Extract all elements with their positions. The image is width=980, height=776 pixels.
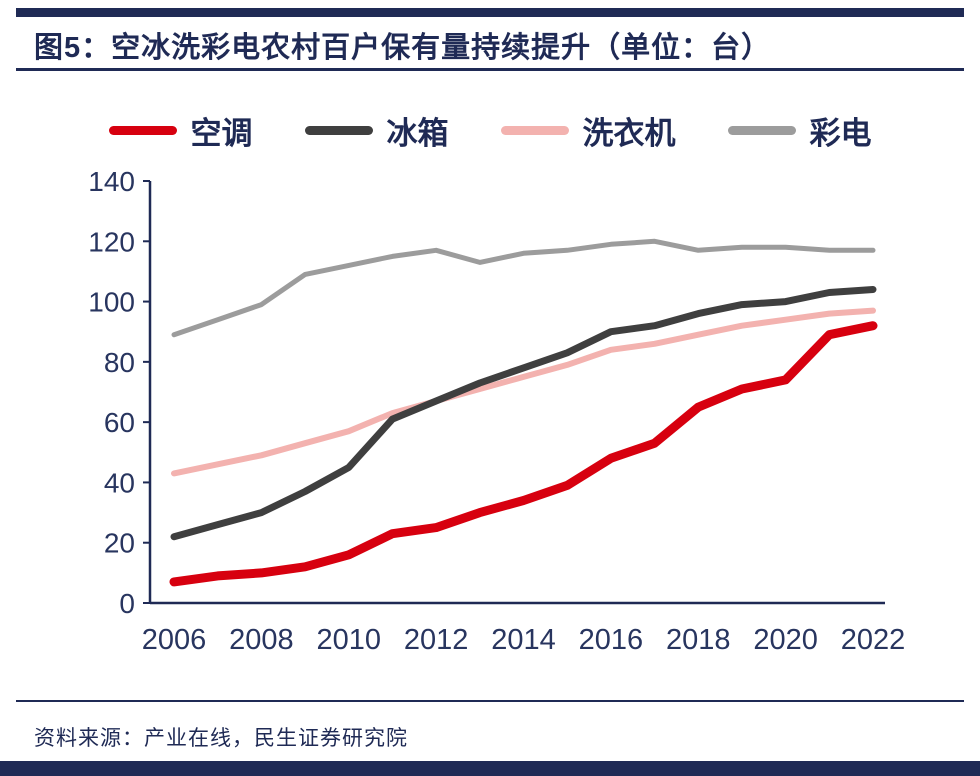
series-line-1 — [170, 286, 877, 541]
y-tick-label: 140 — [88, 166, 135, 197]
y-tick-label: 40 — [104, 467, 135, 498]
chart-area: 0 20 40 60 80 100 120 140 2006 2008 2010 2012 2014 20… — [55, 163, 935, 688]
top-accent-bar — [16, 8, 964, 17]
series-line-3 — [171, 238, 876, 338]
legend-swatch-refrigerator — [304, 126, 373, 135]
series-line-0 — [169, 321, 878, 587]
legend-swatch-color-tv — [727, 126, 796, 135]
chart-legend: 空调 冰箱 洗衣机 彩电 — [0, 108, 980, 153]
source-text: 资料来源：产业在线，民生证券研究院 — [34, 727, 408, 750]
y-tick-label: 80 — [104, 347, 135, 378]
legend-label-washing-machine: 洗衣机 — [582, 116, 676, 151]
bottom-accent-bar — [0, 761, 980, 776]
y-tick-label: 60 — [104, 407, 135, 438]
y-tick-label: 20 — [104, 528, 135, 559]
x-tick-label: 2006 — [142, 624, 207, 656]
y-tick-label: 0 — [119, 588, 135, 619]
legend-item-refrigerator: 冰箱 — [304, 108, 449, 153]
x-tick-label: 2020 — [753, 624, 818, 656]
y-tick-label: 120 — [88, 226, 135, 257]
series-line-2 — [171, 307, 876, 477]
legend-item-washing-machine: 洗衣机 — [500, 108, 676, 153]
title-divider — [16, 68, 964, 71]
legend-item-color-tv: 彩电 — [727, 108, 872, 153]
x-tick-label: 2012 — [404, 624, 469, 656]
legend-item-air-conditioner: 空调 — [108, 108, 253, 153]
source-divider — [16, 700, 964, 702]
legend-label-air-conditioner: 空调 — [190, 116, 253, 151]
legend-swatch-air-conditioner — [108, 126, 177, 135]
y-tick-label: 100 — [88, 287, 135, 318]
legend-label-color-tv: 彩电 — [809, 116, 872, 151]
x-tick-label: 2016 — [579, 624, 644, 656]
line-chart: 0 20 40 60 80 100 120 140 2006 2008 2010 2012 2014 20… — [88, 166, 906, 656]
x-tick-label: 2014 — [491, 624, 556, 656]
x-tick-label: 2010 — [316, 624, 381, 656]
legend-swatch-washing-machine — [500, 126, 569, 135]
x-tick-label: 2008 — [229, 624, 294, 656]
legend-label-refrigerator: 冰箱 — [386, 116, 449, 151]
figure-title: 图5：空冰洗彩电农村百户保有量持续提升（单位：台） — [34, 32, 772, 64]
x-tick-label: 2018 — [666, 624, 731, 656]
x-tick-label: 2022 — [841, 624, 906, 656]
